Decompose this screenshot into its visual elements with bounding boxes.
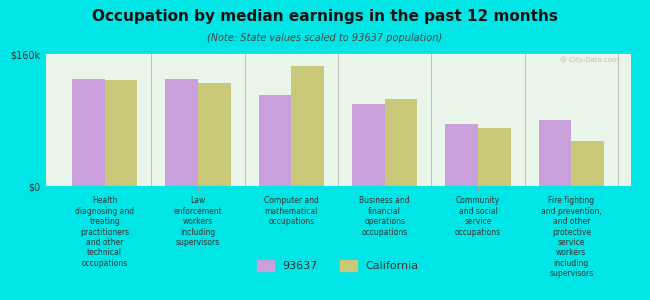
Bar — [198, 83, 231, 186]
Text: (Note: State values scaled to 93637 population): (Note: State values scaled to 93637 popu… — [207, 33, 443, 43]
Bar — [352, 103, 385, 186]
Text: @ City-Data.com: @ City-Data.com — [560, 57, 619, 63]
Legend: 93637, California: 93637, California — [253, 255, 423, 275]
Bar — [72, 79, 105, 186]
Bar — [571, 141, 604, 186]
Bar — [445, 124, 478, 186]
Text: Occupation by median earnings in the past 12 months: Occupation by median earnings in the pas… — [92, 9, 558, 24]
Bar — [259, 95, 291, 186]
Bar — [165, 79, 198, 186]
Bar — [291, 66, 324, 186]
Bar — [385, 99, 417, 186]
Bar — [478, 128, 511, 186]
Bar — [105, 80, 137, 186]
Bar — [539, 120, 571, 186]
